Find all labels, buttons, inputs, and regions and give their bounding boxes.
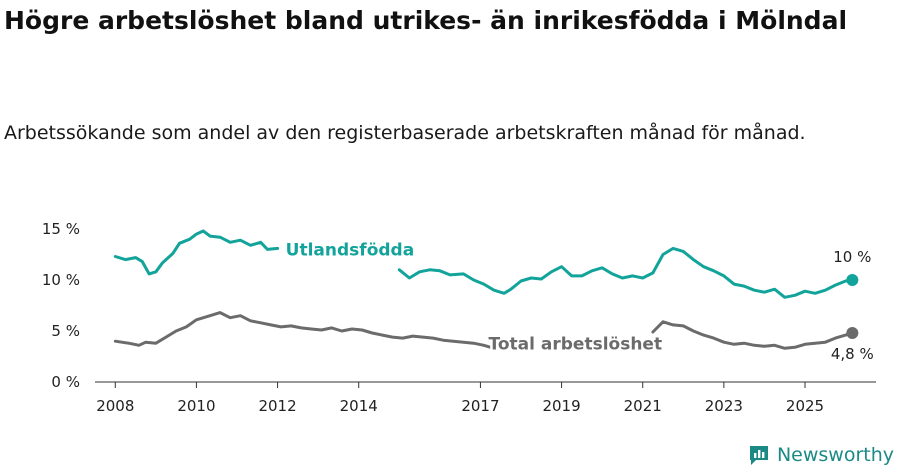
- utlandsfodda-series-label: Utlandsfödda: [286, 241, 415, 261]
- y-tick-label: 15 %: [42, 220, 80, 238]
- x-tick-label: 2023: [705, 397, 743, 415]
- total-arbetsloshet-end-point: [846, 327, 859, 340]
- utlandsfodda-line: [113, 229, 854, 299]
- x-tick-label: 2019: [542, 397, 580, 415]
- x-tick-label: 2010: [177, 397, 215, 415]
- series-labels: Utlandsfödda Total arbetslöshet 10 % 4,8 %: [283, 238, 874, 363]
- series-lines: [113, 229, 859, 350]
- y-tick-label: 10 %: [42, 271, 80, 289]
- total-arbetsloshet-end-value: 4,8 %: [831, 345, 874, 363]
- x-tick-label: 2012: [258, 397, 296, 415]
- y-tick-label: 5 %: [51, 322, 80, 340]
- x-tick-label: 2021: [624, 397, 662, 415]
- x-axis-ticks: 2008 2010 2012 2014 2017 2019 2021 2023 2025: [96, 382, 824, 415]
- chart-subtitle: Arbetssökande som andel av den registerb…: [4, 122, 806, 144]
- utlandsfodda-end-point: [846, 274, 859, 286]
- x-tick-label: 2014: [340, 397, 378, 415]
- y-tick-label: 0 %: [51, 373, 80, 391]
- x-tick-label: 2008: [96, 397, 134, 415]
- newsworthy-logo-icon: [749, 446, 768, 465]
- total-arbetsloshet-line: [113, 311, 854, 350]
- newsworthy-brand[interactable]: Newsworthy: [748, 442, 894, 468]
- x-tick-label: 2017: [461, 397, 499, 415]
- total-arbetsloshet-series-label: Total arbetslöshet: [489, 334, 663, 354]
- brand-name: Newsworthy: [776, 444, 894, 466]
- y-axis-ticks: 0 % 5 % 10 % 15 %: [42, 220, 80, 391]
- utlandsfodda-end-value: 10 %: [833, 248, 871, 266]
- x-tick-label: 2025: [786, 397, 824, 415]
- chart-title: Högre arbetslöshet bland utrikes- än inr…: [4, 6, 848, 35]
